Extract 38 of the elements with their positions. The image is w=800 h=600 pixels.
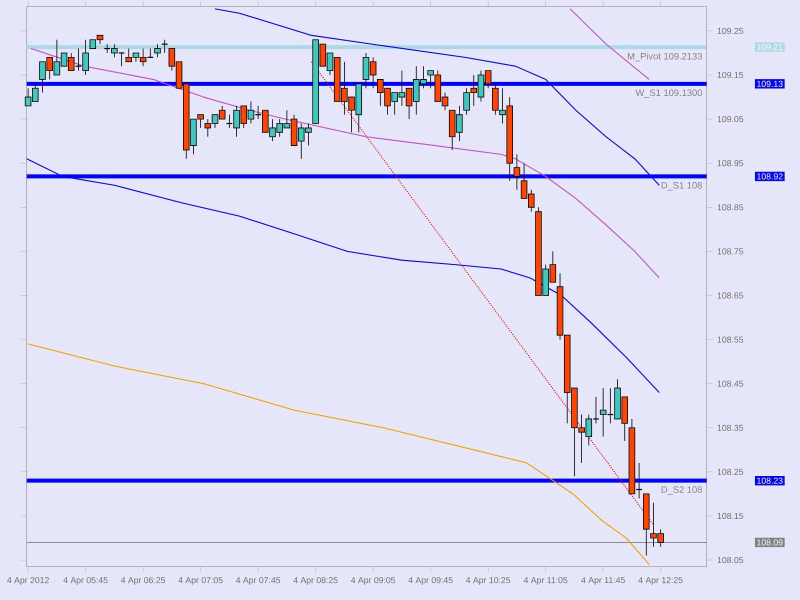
- y-tick-label: 108.25: [718, 468, 744, 475]
- y-tick-label: 108.65: [718, 292, 744, 299]
- x-tick-label: 4 Apr 08:25: [293, 577, 338, 585]
- x-tick-label: 4 Apr 07:05: [178, 577, 223, 585]
- y-tick-label: 108.05: [718, 556, 744, 564]
- y-tick-label: 108.75: [718, 248, 744, 254]
- y-tick-label: 109.25: [718, 28, 744, 34]
- candlestick: [154, 44, 161, 58]
- x-tick-label: 4 Apr 10:25: [466, 577, 510, 585]
- x-tick-label: 4 Apr 06:25: [120, 577, 166, 585]
- y-tick-label: 108.35: [718, 424, 744, 431]
- text: 108.09: [757, 539, 783, 546]
- line-series: [28, 343, 650, 565]
- x-tick-label: 4 Apr 11:45: [581, 577, 625, 585]
- y-tick-label: 109.05: [718, 116, 744, 122]
- x-tick-label: 4 Apr 11:05: [524, 577, 568, 585]
- y-tick-label: 108.95: [718, 160, 744, 166]
- x-tick-label: 4 Apr 09:05: [350, 577, 396, 585]
- x-tick-label: 4 Apr 12:25: [638, 577, 683, 585]
- text: 108.23: [757, 478, 783, 484]
- text: 108.92: [757, 173, 783, 180]
- ref-line-label: D_S2 108: [662, 486, 702, 495]
- ref-line-label: M_Pivot 109.2133: [628, 52, 702, 62]
- y-tick-label: 108.15: [718, 512, 744, 520]
- candlestick: [514, 154, 520, 190]
- ref-line-label: W_S1 109.1300: [636, 89, 702, 98]
- text: 109.13: [757, 80, 783, 87]
- y-tick-label: 108.85: [718, 204, 744, 210]
- ref-line-label: D_S1 108: [662, 182, 702, 190]
- x-tick-label: 4 Apr 05:45: [63, 577, 108, 585]
- x-tick-label: 4 Apr 09:45: [408, 577, 453, 585]
- x-tick-label: 4 Apr 2012: [7, 577, 49, 585]
- y-tick-label: 108.45: [718, 380, 744, 387]
- y-tick-label: 108.55: [718, 336, 744, 343]
- x-tick-label: 4 Apr 07:45: [236, 577, 280, 585]
- text: 109.21: [757, 44, 783, 50]
- line-series: [30, 48, 660, 278]
- y-tick-label: 109.15: [718, 72, 744, 78]
